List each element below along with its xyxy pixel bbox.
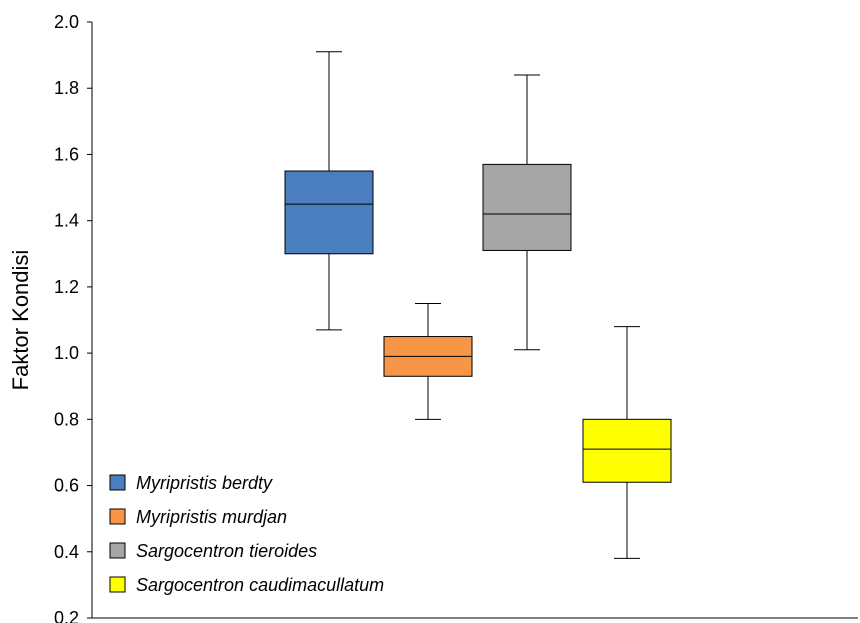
iqr-box <box>482 163 572 251</box>
y-tick-label: 1.6 <box>54 144 79 164</box>
box-4 <box>582 326 672 559</box>
y-axis: 0.2 0.4 0.6 0.8 1.0 1.2 1.4 1.6 1.8 2.0 <box>54 12 858 623</box>
y-tick-label: 0.8 <box>54 409 79 429</box>
legend-item: Sargocentron tieroides <box>109 541 317 561</box>
y-tick-label: 1.8 <box>54 78 79 98</box>
y-axis-title: Faktor Kondisi <box>8 250 33 391</box>
legend-label: Myripristis berdty <box>136 473 273 493</box>
y-tick-label: 0.6 <box>54 476 79 496</box>
legend-label: Myripristis murdjan <box>136 507 287 527</box>
y-tick-label: 0.2 <box>54 608 79 623</box>
iqr-box <box>284 170 374 255</box>
legend-label: Sargocentron caudimacullatum <box>136 575 384 595</box>
box-3 <box>482 74 572 351</box>
legend-swatch <box>109 474 126 491</box>
y-tick-label: 0.4 <box>54 542 79 562</box>
y-tick-label: 1.0 <box>54 343 79 363</box>
legend-item: Myripristis berdty <box>109 473 273 493</box>
legend-swatch <box>109 576 126 593</box>
y-tick-label: 1.2 <box>54 277 79 297</box>
legend-item: Sargocentron caudimacullatum <box>109 575 384 595</box>
box-1 <box>284 51 374 331</box>
box-2 <box>383 302 473 420</box>
legend-swatch <box>109 542 126 559</box>
legend-item: Myripristis murdjan <box>109 507 287 527</box>
legend: Myripristis berdty Myripristis murdjan Sar… <box>109 473 384 595</box>
y-tick-label: 2.0 <box>54 12 79 32</box>
legend-swatch <box>109 508 126 525</box>
boxes <box>284 51 672 559</box>
legend-label: Sargocentron tieroides <box>136 541 317 561</box>
iqr-box <box>582 418 672 483</box>
y-tick-label: 1.4 <box>54 211 79 231</box>
